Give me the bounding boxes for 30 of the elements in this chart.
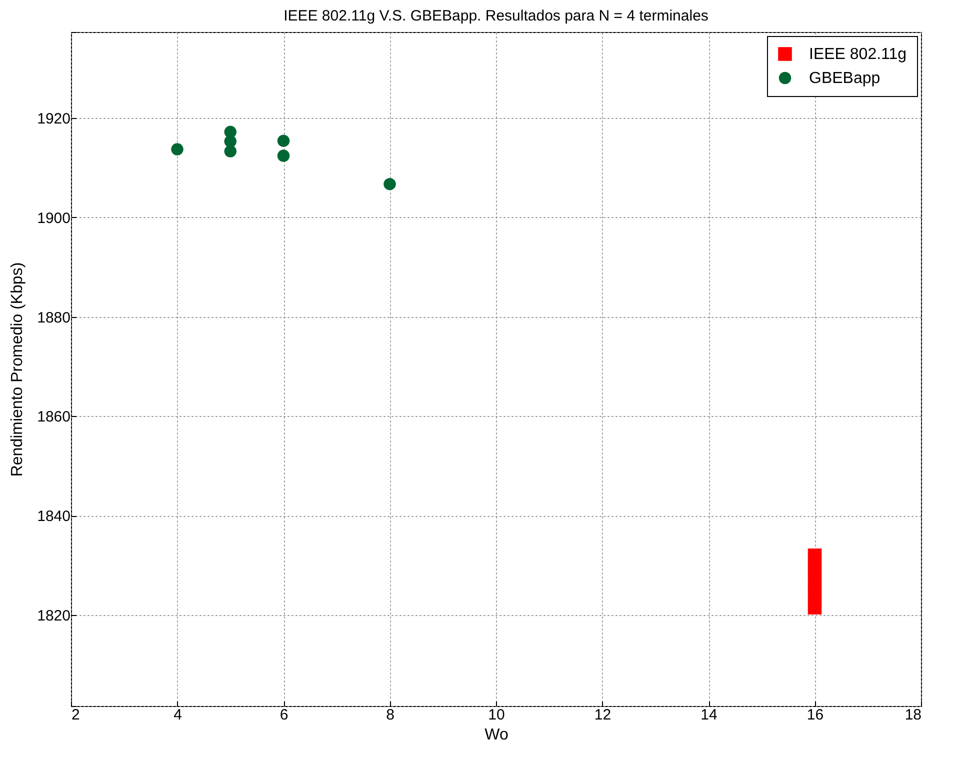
x-tick-label: 12: [594, 706, 612, 724]
y-tick-label: 1860: [37, 408, 70, 426]
x-tick-label: 10: [488, 706, 505, 724]
legend-label: GBEBapp: [809, 70, 880, 87]
point: [808, 587, 822, 602]
point: [224, 145, 236, 158]
y-axis-title: Rendimiento Promedio (Kbps): [9, 262, 26, 477]
point: [277, 150, 290, 162]
legend-label: IEEE 802.11g: [809, 46, 907, 63]
y-tick-label: 1920: [37, 110, 70, 128]
y-tick-label: 1900: [37, 210, 70, 227]
y-tick-label: 1880: [37, 309, 70, 326]
x-tick-label: 18: [904, 706, 922, 724]
point: [808, 600, 822, 614]
point: [808, 574, 822, 588]
x-tick-label: 8: [386, 706, 394, 724]
chart-title: IEEE 802.11g V.S. GBEBapp. Resultados para N = 4 terminales: [284, 8, 708, 24]
x-tick-label: 14: [700, 706, 718, 724]
point: [384, 178, 396, 190]
x-tick-label: 16: [806, 706, 824, 724]
x-tick-label: 4: [174, 706, 182, 724]
point: [808, 548, 822, 562]
x-axis-title: Wo: [484, 726, 508, 744]
point: [224, 135, 236, 148]
point: [171, 143, 184, 156]
point: [277, 134, 290, 147]
y-tick-label: 1820: [37, 608, 70, 625]
x-tick-label: 6: [280, 706, 288, 724]
y-tick-label: 1840: [37, 508, 70, 526]
x-tick-label: 2: [72, 706, 80, 724]
